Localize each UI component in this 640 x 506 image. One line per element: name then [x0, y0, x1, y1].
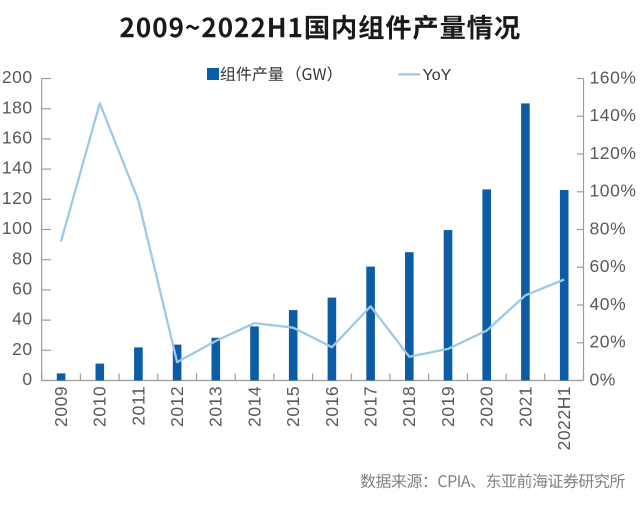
svg-text:60: 60 [12, 279, 33, 299]
svg-text:40: 40 [12, 309, 33, 329]
svg-text:180: 180 [2, 97, 33, 117]
svg-text:140%: 140% [590, 105, 637, 125]
svg-text:100: 100 [2, 218, 33, 238]
svg-text:20%: 20% [590, 332, 627, 352]
svg-text:2014: 2014 [244, 386, 264, 427]
svg-text:160: 160 [2, 128, 33, 148]
svg-text:2017: 2017 [361, 386, 381, 427]
svg-text:80%: 80% [590, 218, 627, 238]
svg-text:20: 20 [12, 339, 33, 359]
svg-text:120: 120 [2, 188, 33, 208]
svg-text:2021: 2021 [515, 386, 535, 427]
svg-text:2018: 2018 [399, 386, 419, 427]
svg-text:2022H1: 2022H1 [554, 386, 574, 451]
svg-text:120%: 120% [590, 143, 637, 163]
svg-text:40%: 40% [590, 294, 627, 314]
svg-text:2016: 2016 [322, 386, 342, 427]
svg-text:0: 0 [22, 369, 32, 389]
svg-text:200: 200 [2, 67, 33, 87]
svg-text:2019: 2019 [438, 386, 458, 427]
svg-text:2015: 2015 [283, 386, 303, 427]
svg-text:YoY: YoY [423, 67, 452, 84]
svg-text:60%: 60% [590, 256, 627, 276]
svg-text:140: 140 [2, 158, 33, 178]
svg-text:80: 80 [12, 248, 33, 268]
svg-text:0%: 0% [590, 369, 616, 389]
svg-text:160%: 160% [590, 67, 637, 87]
svg-text:2013: 2013 [206, 386, 226, 427]
svg-text:2012: 2012 [167, 386, 187, 427]
svg-text:2011: 2011 [128, 386, 148, 426]
svg-text:100%: 100% [590, 181, 637, 201]
svg-text:2020: 2020 [477, 386, 497, 427]
svg-text:2009: 2009 [51, 386, 71, 427]
svg-text:2010: 2010 [90, 386, 110, 427]
